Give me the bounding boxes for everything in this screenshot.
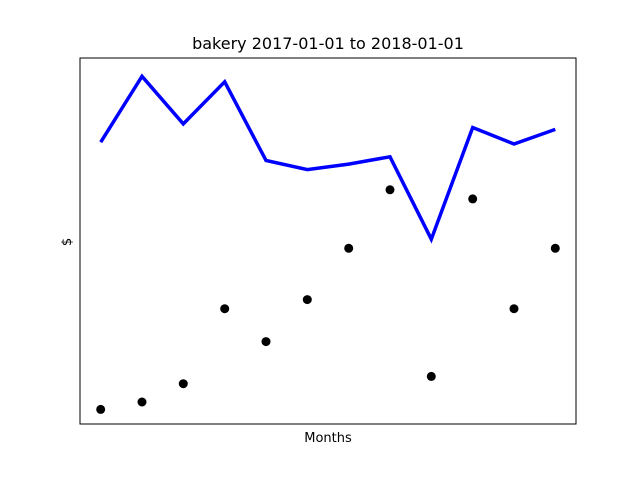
plot-frame bbox=[79, 57, 577, 425]
scatter-point-1 bbox=[96, 404, 106, 414]
scatter-point-10 bbox=[468, 194, 478, 204]
scatter-point-5 bbox=[261, 337, 271, 347]
y-axis-label: $ bbox=[60, 238, 75, 246]
line-series-0 bbox=[99, 73, 556, 244]
plot-area bbox=[96, 73, 560, 414]
scatter-point-8 bbox=[385, 185, 395, 195]
scatter-point-9 bbox=[426, 371, 436, 381]
scatter-point-7 bbox=[344, 243, 354, 253]
scatter-point-11 bbox=[509, 304, 519, 314]
scatter-point-2 bbox=[137, 397, 147, 407]
scatter-point-6 bbox=[302, 295, 312, 305]
chart-title: bakery 2017-01-01 to 2018-01-01 bbox=[192, 34, 464, 53]
scatter-point-4 bbox=[220, 304, 230, 314]
scatter-point-3 bbox=[178, 379, 188, 389]
scatter-point-12 bbox=[550, 243, 560, 253]
x-axis-label: Months bbox=[304, 431, 352, 446]
